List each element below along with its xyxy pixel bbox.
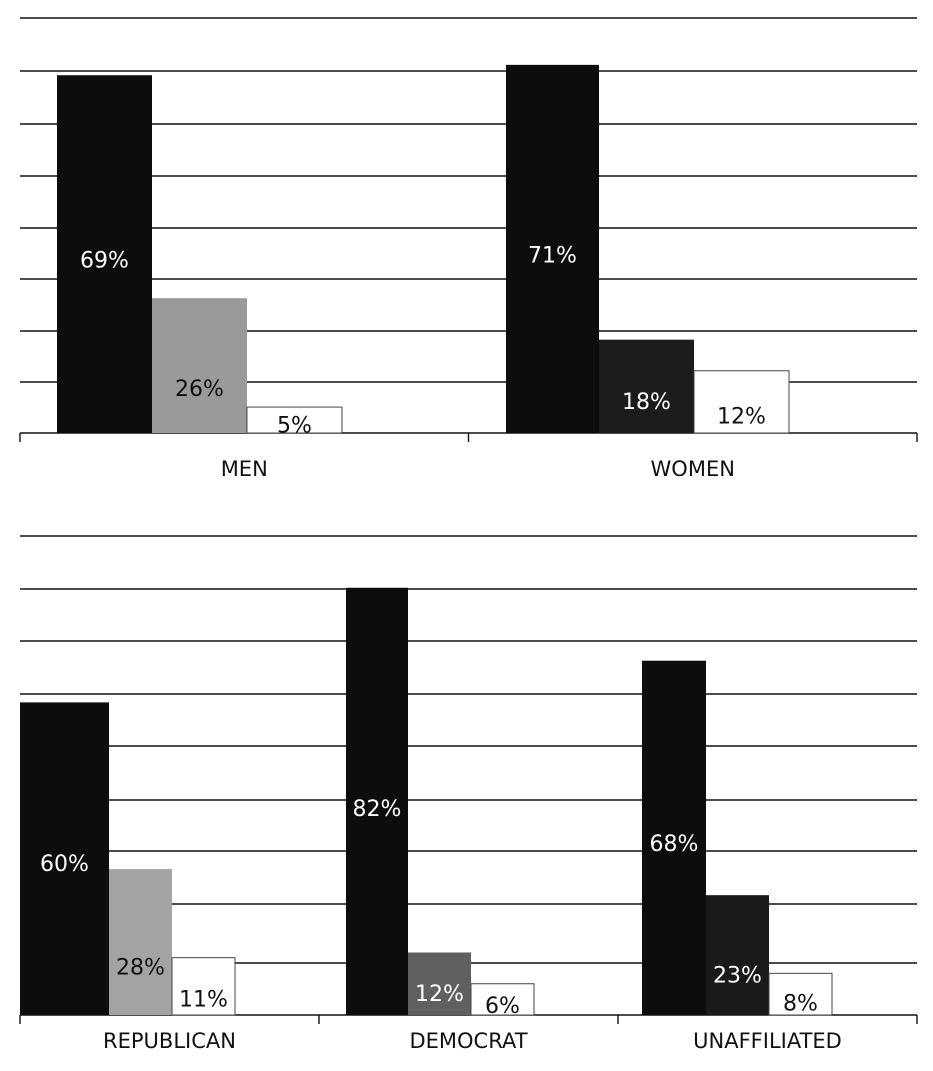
bar-marks xyxy=(20,64,833,1016)
data-label-women-series3: 12% xyxy=(717,404,766,429)
bar-women-series3 xyxy=(693,370,790,434)
category-label-democrat: DEMOCRAT xyxy=(409,1029,527,1053)
category-label-republican: REPUBLICAN xyxy=(103,1029,236,1053)
bar-men-series1 xyxy=(57,75,152,434)
bar-data-labels: 69% 26% 5% 71% 18% 12% 60% 28% 11% 82% 12% 6% 68% 23%… xyxy=(40,243,818,1019)
data-label-democrat-series2: 12% xyxy=(415,982,464,1007)
bar-republican-series3 xyxy=(171,957,236,1016)
data-label-democrat-series1: 82% xyxy=(353,797,402,822)
bar-democrat-series3 xyxy=(470,983,535,1016)
bar-republican-series1 xyxy=(20,702,109,1015)
bar-democrat-series1 xyxy=(346,587,408,1015)
category-label-women: WOMEN xyxy=(651,457,735,481)
data-label-men-series2: 26% xyxy=(175,377,224,402)
bar-women-series1 xyxy=(506,64,599,434)
category-label-men: MEN xyxy=(221,457,268,481)
data-label-republican-series1: 60% xyxy=(40,852,89,877)
bar-unaffiliated-series1 xyxy=(642,660,706,1015)
category-label-unaffiliated: UNAFFILIATED xyxy=(693,1029,842,1053)
bar-men-series3 xyxy=(246,406,343,434)
data-label-men-series1: 69% xyxy=(80,248,129,273)
data-label-unaffiliated-series3: 8% xyxy=(783,992,818,1017)
data-label-democrat-series3: 6% xyxy=(485,994,520,1019)
data-label-women-series1: 71% xyxy=(528,243,577,268)
data-label-women-series2: 18% xyxy=(622,390,671,415)
bar-republican-series2 xyxy=(109,869,172,1015)
bar-unaffiliated-series3 xyxy=(768,972,833,1016)
data-label-republican-series2: 28% xyxy=(116,955,165,980)
data-label-republican-series3: 11% xyxy=(179,988,228,1013)
data-label-unaffiliated-series2: 23% xyxy=(713,964,762,989)
bar-men-series2 xyxy=(152,298,247,433)
bar-women-series2 xyxy=(599,339,694,433)
bar-unaffiliated-series2 xyxy=(706,895,769,1015)
category-axes xyxy=(19,433,918,1024)
bar-democrat-series2 xyxy=(408,952,471,1015)
category-labels: MEN WOMEN REPUBLICAN DEMOCRAT UNAFFILIATED xyxy=(103,457,842,1053)
data-label-men-series3: 5% xyxy=(277,414,312,439)
data-label-unaffiliated-series1: 68% xyxy=(650,832,699,857)
